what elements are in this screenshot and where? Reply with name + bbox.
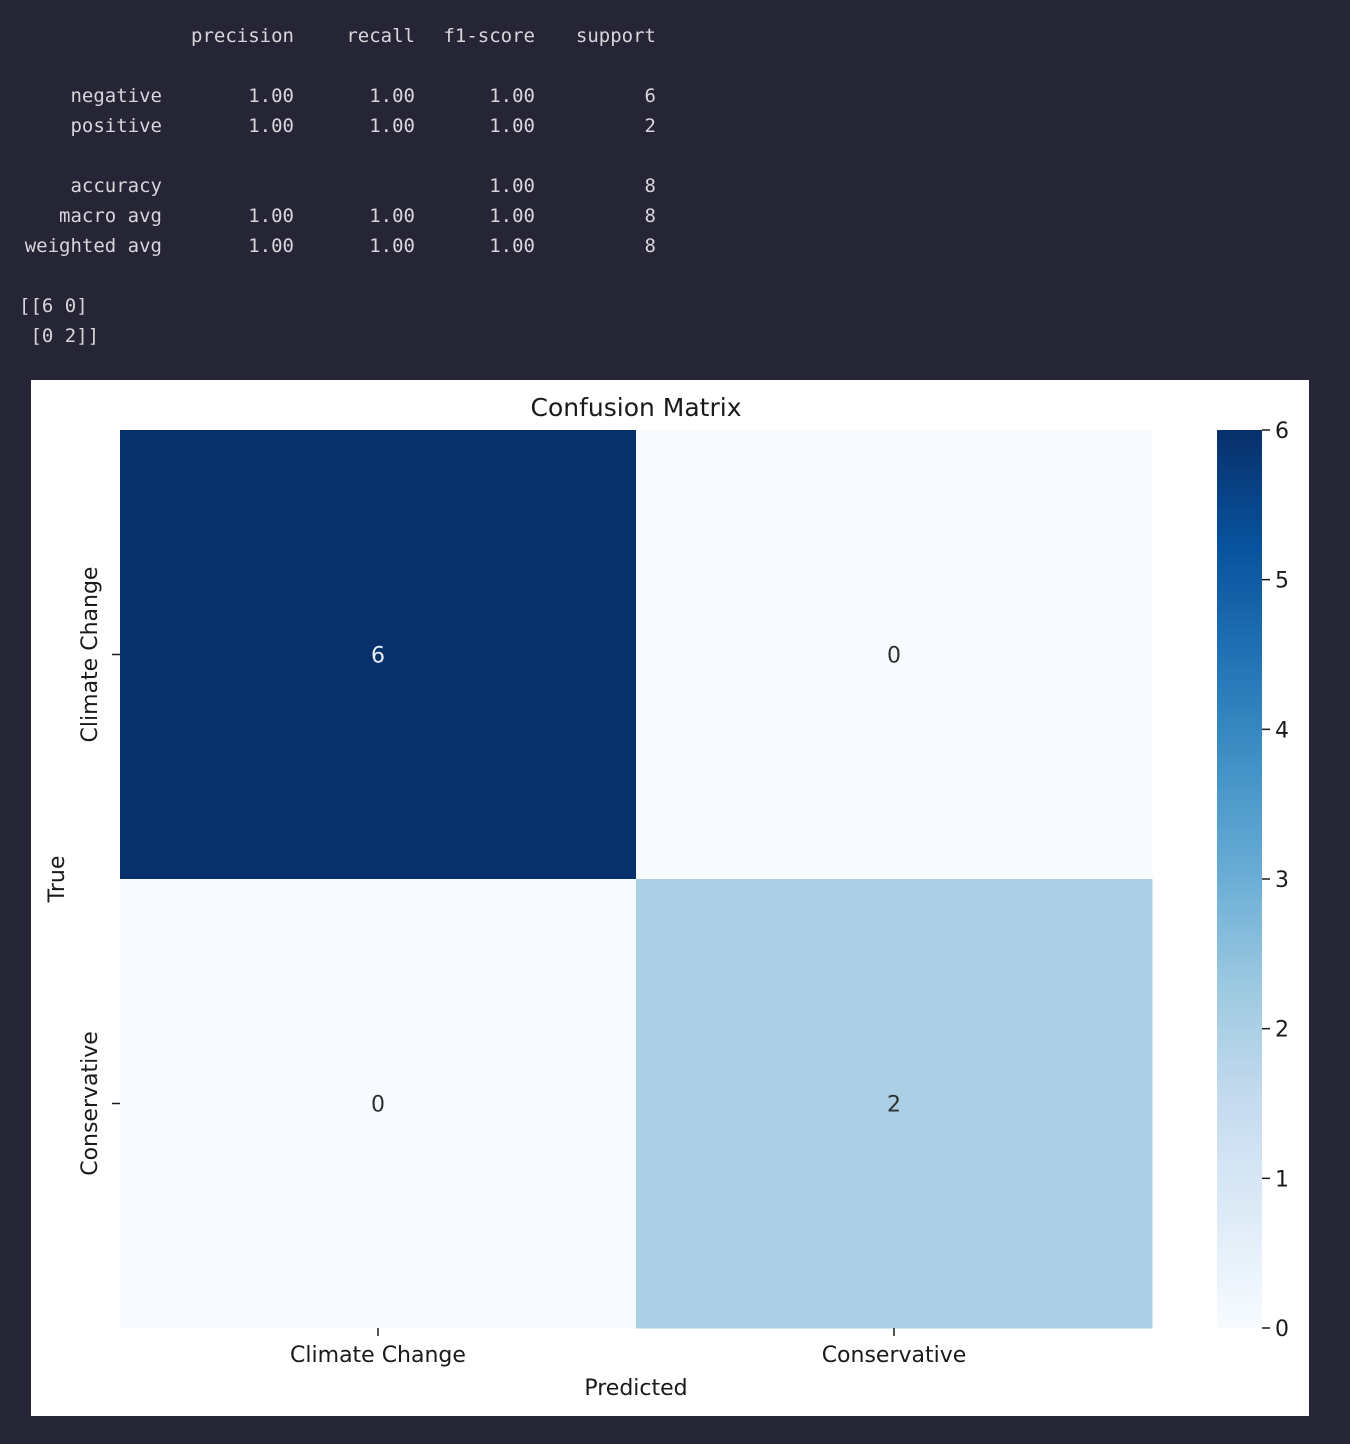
row-f1: 1.00 [489, 115, 535, 137]
row-label: negative [70, 85, 162, 107]
matrix-line: [0 2]] [19, 325, 100, 347]
row-precision: 1.00 [248, 205, 294, 227]
header-f1-score: f1-score [443, 25, 535, 47]
colorbar-tick-label: 4 [1275, 718, 1289, 743]
row-support: 2 [644, 115, 656, 137]
row-support: 8 [644, 205, 656, 227]
y-tick-label: Climate Change [78, 567, 103, 743]
y-tick-label: Conservative [78, 1031, 103, 1176]
row-label: positive [70, 115, 162, 137]
row-f1: 1.00 [489, 175, 535, 197]
chart-title: Confusion Matrix [530, 393, 741, 422]
heatmap-cell [120, 879, 637, 1329]
x-tick-label: Conservative [822, 1343, 967, 1368]
row-label: macro avg [59, 205, 162, 227]
row-precision: 1.00 [248, 115, 294, 137]
row-label: accuracy [70, 175, 162, 197]
row-precision: 1.00 [248, 85, 294, 107]
cell-annotation: 0 [371, 1093, 385, 1118]
x-tick-label: Climate Change [290, 1343, 466, 1368]
header-support: support [575, 25, 656, 47]
row-f1: 1.00 [489, 235, 535, 257]
x-axis: Climate Change Conservative [290, 1328, 966, 1368]
cell-annotation: 0 [887, 644, 901, 669]
colorbar-tick-label: 1 [1275, 1167, 1289, 1192]
heatmap-cells [120, 430, 1153, 1329]
header-recall: recall [346, 25, 415, 47]
x-axis-label: Predicted [584, 1376, 687, 1401]
confusion-matrix-figure: Confusion Matrix 6 0 0 2 Climate Change Cons… [31, 380, 1309, 1416]
colorbar-tick-label: 0 [1275, 1317, 1289, 1342]
row-support: 8 [644, 235, 656, 257]
classification-report-output: precision recall f1-score support negati… [0, 0, 1350, 370]
header-precision: precision [191, 25, 294, 47]
cell-annotation: 6 [371, 644, 385, 669]
cell-annotation: 2 [887, 1093, 901, 1118]
heatmap-cell [120, 430, 637, 880]
row-recall: 1.00 [369, 235, 415, 257]
y-axis: Climate Change Conservative [78, 567, 120, 1176]
row-f1: 1.00 [489, 85, 535, 107]
heatmap-annotations: 6 0 0 2 [371, 644, 901, 1118]
colorbar-tick-label: 2 [1275, 1018, 1289, 1043]
heatmap-cell [636, 879, 1153, 1329]
heatmap-cell [636, 430, 1153, 880]
row-label: weighted avg [24, 235, 162, 257]
confusion-matrix-chart: Confusion Matrix 6 0 0 2 Climate Change Cons… [45, 393, 1289, 1401]
row-precision: 1.00 [248, 235, 294, 257]
row-recall: 1.00 [369, 115, 415, 137]
colorbar-tick-label: 6 [1275, 419, 1289, 444]
colorbar-tick-label: 3 [1275, 868, 1289, 893]
row-support: 6 [644, 85, 656, 107]
colorbar-tick-label: 5 [1275, 569, 1289, 594]
row-support: 8 [644, 175, 656, 197]
row-f1: 1.00 [489, 205, 535, 227]
colorbar [1217, 430, 1262, 1328]
row-recall: 1.00 [369, 85, 415, 107]
y-axis-label: True [45, 856, 70, 904]
row-recall: 1.00 [369, 205, 415, 227]
colorbar-ticks: 0 1 2 3 4 5 6 [1262, 419, 1289, 1342]
matrix-line: [[6 0] [19, 295, 88, 317]
